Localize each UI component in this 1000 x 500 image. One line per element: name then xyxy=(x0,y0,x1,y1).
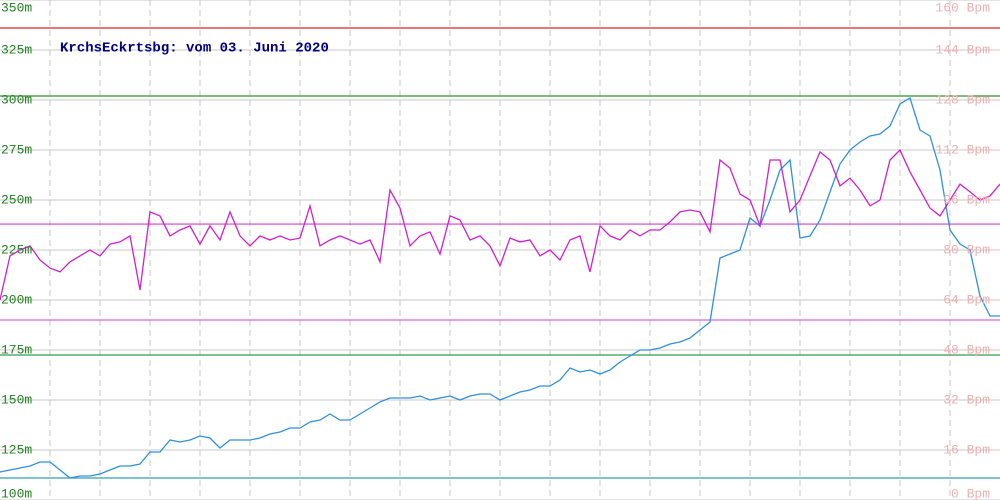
y-tick-label: 350m xyxy=(1,0,32,15)
y-tick-label: 300m xyxy=(1,92,32,107)
y2-tick-label: 144 Bpm xyxy=(935,42,990,57)
data-line xyxy=(0,148,1000,301)
y-tick-label: 325m xyxy=(1,42,32,57)
y-tick-label: 200m xyxy=(1,292,32,307)
y2-tick-label: 80 Bpm xyxy=(943,242,990,257)
y2-tick-label: 160 Bpm xyxy=(935,0,990,15)
lines xyxy=(0,97,1000,479)
y-tick-label: 150m xyxy=(1,392,32,407)
data-line xyxy=(0,97,1000,479)
y2-tick-label: 112 Bpm xyxy=(935,142,990,157)
reference-lines xyxy=(0,27,1000,479)
y-tick-label: 250m xyxy=(1,192,32,207)
y-tick-label: 225m xyxy=(1,242,32,257)
y-tick-label: 275m xyxy=(1,142,32,157)
y2-tick-label: 16 Bpm xyxy=(943,442,990,457)
y-tick-label: 125m xyxy=(1,442,32,457)
chart-title: KrchsEckrtsbg: vom 03. Juni 2020 xyxy=(60,41,329,57)
y2-tick-label: 64 Bpm xyxy=(943,292,990,307)
y-tick-label: 175m xyxy=(1,342,32,357)
y2-tick-label: 0 Bpm xyxy=(951,486,990,500)
y2-tick-label: 96 Bpm xyxy=(943,192,990,207)
y-tick-label: 100m xyxy=(1,486,32,500)
y2-tick-label: 48 Bpm xyxy=(943,342,990,357)
y2-tick-label: 128 Bpm xyxy=(935,92,990,107)
y2-tick-label: 32 Bpm xyxy=(943,392,990,407)
